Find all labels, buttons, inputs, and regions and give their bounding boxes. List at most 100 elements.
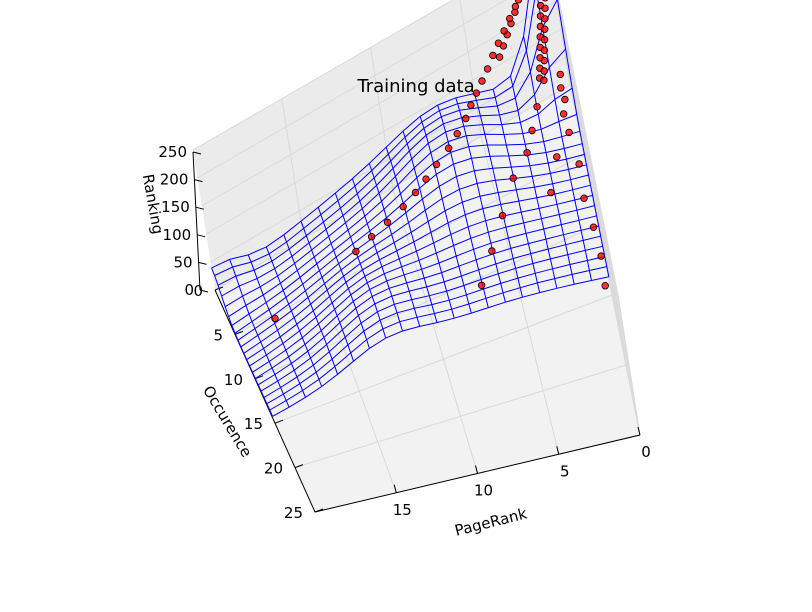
scatter-point [367, 232, 376, 241]
scatter-point [483, 65, 492, 73]
y-tick-label: 10 [224, 371, 243, 389]
surface-line [240, 164, 587, 348]
scatter-point [541, 15, 549, 23]
scatter-point [422, 175, 430, 183]
scatter-point [352, 247, 360, 256]
z-tick-label: 250 [158, 143, 187, 161]
surface-line [214, 0, 536, 276]
surface-line [249, 194, 593, 367]
scatter-point [561, 95, 569, 104]
scatter-point [556, 70, 564, 79]
surface-mesh [211, 0, 610, 417]
y-tick-mark [294, 464, 304, 469]
scatter-point [500, 27, 508, 35]
y-tick-mark [234, 330, 244, 335]
z-tick-mark [195, 206, 204, 210]
x-tick-mark [556, 446, 560, 455]
z-tick-mark [192, 151, 202, 155]
surface-line [237, 153, 585, 341]
z-tick-label: 100 [163, 226, 192, 244]
scatter-point [489, 51, 497, 60]
scatter-point [540, 76, 548, 84]
scatter-point [495, 53, 504, 61]
x-tick-mark [393, 484, 397, 493]
scatter-point [540, 67, 548, 75]
y-tick-mark [274, 419, 284, 424]
scatter-point [506, 14, 514, 23]
surface-line [221, 48, 566, 297]
surface-line [217, 0, 558, 286]
x-tick-mark [475, 465, 478, 474]
scatter-point [565, 128, 573, 137]
scatter-point [540, 46, 549, 54]
x-tick-label: 5 [560, 462, 570, 480]
surface-line [243, 174, 589, 354]
scatter-point [547, 188, 555, 197]
x-tick-label: 15 [393, 501, 412, 519]
surface-line [272, 276, 609, 417]
scatter-point [511, 2, 520, 11]
scatter-point [553, 153, 561, 161]
surface-line [263, 245, 603, 398]
scatter-point [560, 110, 568, 118]
scatter-point [453, 129, 461, 138]
y-tick-label: 15 [244, 415, 263, 433]
z-tick-label: 50 [174, 253, 193, 271]
scatter-point [432, 160, 441, 169]
surface-line [246, 184, 591, 361]
axis-gridlines [192, 0, 641, 513]
x-axis-label: PageRank [453, 504, 529, 539]
x-tick-mark [637, 426, 641, 436]
scatter-point [477, 281, 486, 289]
y-tick-label: 5 [213, 326, 223, 344]
surface-line [224, 87, 573, 308]
scatter-point [528, 126, 536, 135]
scatter-point [589, 223, 598, 231]
z-tick-label: 150 [161, 198, 190, 216]
gridline-z [197, 0, 623, 324]
x-tick-label: 0 [641, 443, 651, 461]
axis-lines [192, 151, 641, 513]
x-tick-label: 10 [474, 482, 493, 500]
z-axis-line [192, 151, 201, 291]
scatter-point [575, 160, 583, 168]
scatter-point [383, 218, 392, 226]
scatter-points [271, 0, 609, 323]
scatter-point [514, 0, 523, 4]
gridline-z [210, 56, 637, 408]
scatter-point [557, 84, 565, 92]
scatter-point [399, 202, 407, 211]
z-tick-mark [197, 234, 206, 238]
scatter-point [601, 282, 609, 290]
scatter-point [411, 188, 420, 197]
gridline-z [214, 84, 641, 436]
surface-line [211, 0, 529, 269]
scatter-point [523, 149, 531, 157]
y-axis-line [214, 289, 316, 513]
gridline-z [192, 0, 619, 296]
scatter-point [541, 25, 549, 33]
z-tick-label: 200 [160, 171, 189, 189]
scatter-point [462, 114, 470, 123]
surface-line [252, 205, 595, 373]
y-tick-label: 20 [264, 460, 283, 478]
scatter-point [467, 101, 475, 109]
z-tick-mark [199, 289, 209, 293]
scatter-point [444, 144, 453, 152]
scatter-point [478, 77, 486, 85]
gridline-z [205, 28, 632, 380]
y-tick-label: 0 [193, 282, 203, 300]
surface-line [266, 256, 605, 405]
scatter-point [542, 0, 549, 2]
z-tick-mark [198, 261, 207, 265]
scatter-point [541, 4, 549, 12]
y-tick-mark [314, 508, 324, 513]
y-tick-label: 25 [284, 504, 303, 522]
scatter-point [540, 36, 549, 44]
chart-title: Training data [356, 76, 474, 97]
scatter-point [533, 103, 541, 111]
z-tick-mark [194, 179, 203, 183]
